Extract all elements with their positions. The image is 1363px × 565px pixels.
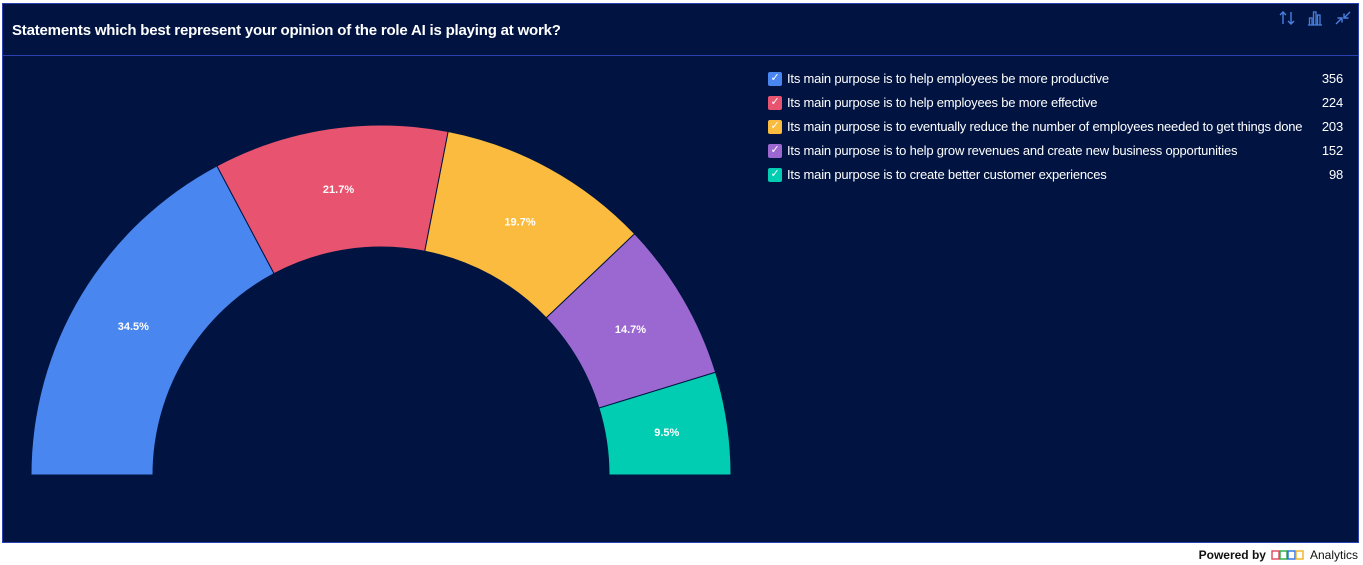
- bar-chart-icon[interactable]: [1306, 10, 1324, 26]
- check-icon: ✓: [770, 120, 780, 132]
- chart-header: Statements which best represent your opi…: [3, 4, 1358, 56]
- chart-legend: ✓ Its main purpose is to help employees b…: [768, 68, 1343, 188]
- legend-item-4[interactable]: ✓ Its main purpose is to help grow revenu…: [768, 140, 1343, 164]
- data-label-4: 14.7%: [615, 324, 646, 336]
- legend-value: 203: [1321, 119, 1343, 134]
- chart-panel: Statements which best represent your opi…: [2, 3, 1359, 543]
- chart-data-labels: 34.5% 21.7% 19.7% 14.7% 9.5%: [118, 184, 680, 439]
- powered-by-text: Powered by: [1198, 548, 1266, 562]
- legend-label: Its main purpose is to create better cus…: [787, 167, 1107, 182]
- brand-name: Analytics: [1309, 548, 1358, 562]
- legend-item-2[interactable]: ✓ Its main purpose is to help employees b…: [768, 92, 1343, 116]
- data-label-5: 9.5%: [654, 427, 679, 439]
- data-label-2: 21.7%: [323, 184, 354, 196]
- footer: Powered by Analytics: [1199, 548, 1358, 562]
- chart-toolbar: [1278, 10, 1352, 26]
- data-label-3: 19.7%: [504, 217, 535, 229]
- check-icon: ✓: [770, 168, 780, 180]
- check-icon: ✓: [770, 72, 780, 84]
- data-label-1: 34.5%: [118, 321, 149, 333]
- legend-value: 98: [1328, 167, 1343, 182]
- slice-5[interactable]: [598, 371, 732, 476]
- slice-1[interactable]: [30, 165, 275, 476]
- legend-label: Its main purpose is to help employees be…: [787, 95, 1098, 110]
- brand-logo-icon: [1271, 549, 1304, 560]
- legend-label: Its main purpose is to eventually reduce…: [787, 119, 1303, 134]
- check-icon: ✓: [770, 96, 780, 108]
- legend-value: 152: [1321, 143, 1343, 158]
- check-icon: ✓: [770, 144, 780, 156]
- legend-checkbox[interactable]: ✓: [768, 72, 782, 86]
- sort-icon[interactable]: [1278, 10, 1296, 26]
- legend-checkbox[interactable]: ✓: [768, 120, 782, 134]
- legend-item-5[interactable]: ✓ Its main purpose is to create better cu…: [768, 164, 1343, 188]
- legend-value: 356: [1321, 71, 1343, 86]
- legend-label: Its main purpose is to help employees be…: [787, 71, 1109, 86]
- legend-label: Its main purpose is to help grow revenue…: [787, 143, 1238, 158]
- chart-slices: [30, 124, 732, 476]
- chart-title: Statements which best represent your opi…: [12, 22, 561, 39]
- legend-checkbox[interactable]: ✓: [768, 96, 782, 110]
- collapse-icon[interactable]: [1334, 10, 1352, 26]
- legend-checkbox[interactable]: ✓: [768, 144, 782, 158]
- legend-value: 224: [1321, 95, 1343, 110]
- legend-item-3[interactable]: ✓ Its main purpose is to eventually reduc…: [768, 116, 1343, 140]
- legend-checkbox[interactable]: ✓: [768, 168, 782, 182]
- semi-donut-chart: 34.5% 21.7% 19.7% 14.7% 9.5%: [30, 124, 732, 476]
- legend-item-1[interactable]: ✓ Its main purpose is to help employees b…: [768, 68, 1343, 92]
